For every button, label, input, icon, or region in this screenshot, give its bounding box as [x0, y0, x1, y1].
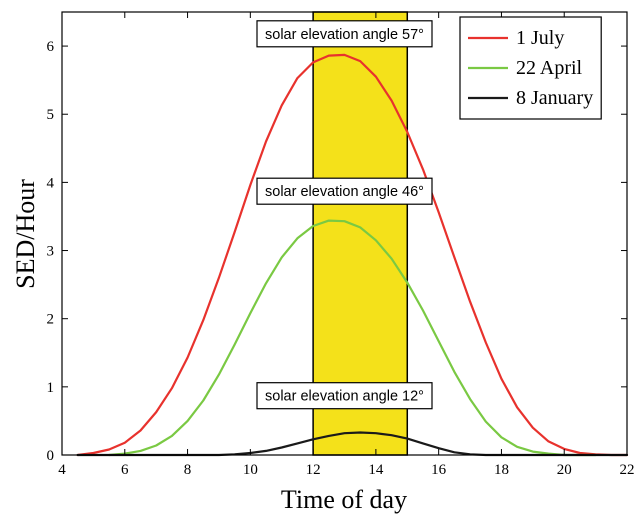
series-line-1	[107, 219, 597, 457]
annotation-box: solar elevation angle 12°	[256, 382, 433, 410]
legend-label: 8 January	[516, 87, 593, 109]
series-line-2	[76, 431, 629, 457]
x-tick-label: 8	[184, 462, 192, 478]
legend-label: 1 July	[516, 27, 564, 49]
y-tick-label: 0	[47, 448, 55, 464]
annotation-label: solar elevation angle 46°	[265, 184, 424, 200]
y-tick-label: 2	[47, 312, 55, 328]
annotation-label: solar elevation angle 12°	[265, 389, 424, 405]
x-tick-label: 22	[620, 462, 635, 478]
annotation-label: solar elevation angle 57°	[265, 27, 424, 43]
x-axis-title: Time of day	[281, 485, 407, 514]
annotation-frame	[256, 382, 433, 410]
x-tick-label: 4	[58, 462, 66, 478]
legend-label: 22 April	[516, 57, 583, 79]
x-tick-label: 20	[557, 462, 572, 478]
x-tick-label: 10	[243, 462, 258, 478]
series-layer	[76, 53, 629, 457]
legend-layer: 1 July 22 April 8 January	[459, 16, 602, 120]
x-tick-label: 18	[494, 462, 509, 478]
plot-frame	[61, 11, 628, 456]
x-tick-label: 6	[121, 462, 129, 478]
annotation-box: solar elevation angle 46°	[256, 177, 433, 205]
x-tick-label: 14	[368, 462, 384, 478]
highlight-band	[312, 11, 409, 456]
series-line-0	[76, 53, 629, 457]
y-tick-label: 3	[47, 244, 55, 260]
y-tick-label: 5	[47, 107, 55, 123]
y-tick-label: 4	[47, 175, 55, 191]
y-tick-label: 1	[47, 380, 55, 396]
annotation-layer: solar elevation angle 57° solar elevation…	[256, 20, 433, 410]
x-tick-label: 16	[431, 462, 447, 478]
y-axis-title: SED/Hour	[11, 179, 40, 289]
annotation-frame	[256, 20, 433, 48]
annotation-box: solar elevation angle 57°	[256, 20, 433, 48]
y-tick-label: 6	[47, 39, 55, 55]
annotation-frame	[256, 177, 433, 205]
highlight-band-layer	[312, 11, 409, 456]
x-tick-label: 12	[306, 462, 321, 478]
